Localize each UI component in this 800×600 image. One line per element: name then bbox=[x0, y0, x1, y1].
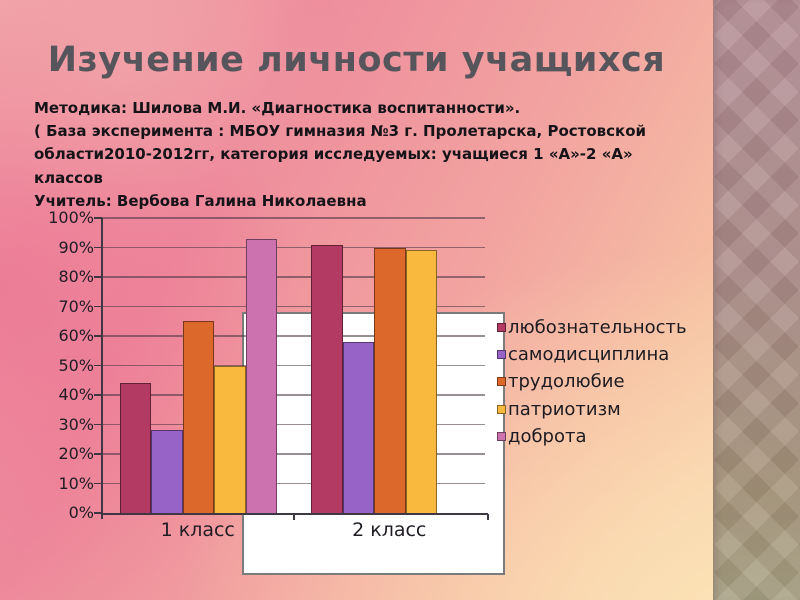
y-axis-label: 10% bbox=[58, 473, 94, 493]
legend-item: самодисциплина bbox=[497, 342, 669, 366]
legend-item: доброта bbox=[497, 425, 587, 449]
x-axis-tick bbox=[487, 514, 489, 520]
legend-label: доброта bbox=[508, 426, 587, 448]
bar-патриотизм-2 класс bbox=[405, 250, 437, 513]
y-axis-label: 80% bbox=[58, 267, 94, 286]
gridline bbox=[102, 423, 485, 426]
gridline bbox=[102, 246, 485, 249]
bar-доброта-1 класс bbox=[245, 238, 277, 513]
description-line: классов bbox=[34, 168, 103, 187]
y-axis-tick bbox=[94, 512, 102, 514]
y-axis-tick bbox=[94, 276, 102, 278]
y-axis-line bbox=[101, 218, 103, 519]
legend-swatch-icon bbox=[497, 404, 506, 414]
bar-любознательность-2 класс bbox=[311, 244, 343, 513]
x-axis-tick bbox=[293, 514, 295, 520]
y-axis-label: 30% bbox=[58, 414, 94, 434]
legend-swatch-icon bbox=[497, 377, 506, 387]
y-axis-label: 100% bbox=[48, 208, 94, 227]
bar-трудолюбие-2 класс bbox=[374, 247, 406, 513]
y-axis-tick bbox=[94, 423, 102, 426]
y-axis-label: 90% bbox=[58, 237, 94, 257]
legend-swatch-icon bbox=[497, 322, 506, 332]
y-axis-label: 0% bbox=[68, 503, 94, 522]
legend-item: любознательность bbox=[497, 315, 687, 339]
description-line: области2010-2012гг, категория исследуемы… bbox=[34, 145, 633, 164]
legend-label: любознательность bbox=[508, 316, 687, 338]
y-axis-label: 50% bbox=[58, 355, 94, 375]
gridline bbox=[102, 453, 485, 455]
x-axis-category-label: 2 класс bbox=[352, 519, 427, 541]
bar-самодисциплина-2 класс bbox=[342, 341, 374, 513]
legend-swatch-icon bbox=[497, 349, 506, 359]
slide-description: Методика: Шилова М.И. «Диагностика воспи… bbox=[34, 97, 684, 213]
y-axis-tick bbox=[94, 335, 102, 337]
legend-item: трудолюбие bbox=[497, 370, 625, 394]
gridline bbox=[102, 335, 485, 337]
description-line: Методика: Шилова М.И. «Диагностика воспи… bbox=[34, 99, 521, 117]
x-axis-category-label: 1 класс bbox=[160, 519, 235, 541]
legend-label: трудолюбие bbox=[508, 371, 625, 393]
bar-трудолюбие-1 класс bbox=[182, 321, 214, 513]
gridline bbox=[102, 394, 485, 396]
right-decor-band bbox=[713, 0, 800, 600]
y-axis-label: 70% bbox=[58, 296, 94, 316]
y-axis-tick bbox=[94, 217, 102, 219]
bar-самодисциплина-1 класс bbox=[151, 430, 183, 513]
description-line: Учитель: Вербова Галина Николаевна bbox=[34, 191, 367, 210]
x-axis-line bbox=[102, 512, 488, 515]
gridline bbox=[102, 276, 485, 278]
y-axis-tick bbox=[94, 246, 102, 249]
gridline bbox=[102, 482, 485, 485]
gridline bbox=[102, 364, 485, 367]
legend-label: патриотизм bbox=[508, 398, 621, 420]
y-axis-tick bbox=[94, 364, 102, 367]
y-axis-tick bbox=[94, 482, 102, 485]
legend-swatch-icon bbox=[497, 432, 506, 442]
y-axis-label: 20% bbox=[58, 444, 94, 463]
bar-любознательность-1 класс bbox=[119, 383, 151, 513]
gridline bbox=[102, 305, 485, 308]
legend-item: патриотизм bbox=[497, 397, 621, 421]
y-axis-label: 60% bbox=[58, 326, 94, 345]
y-axis-tick bbox=[94, 453, 102, 455]
gridline bbox=[102, 217, 485, 219]
y-axis-tick bbox=[94, 305, 102, 308]
description-line: ( База эксперимента : МБОУ гимназия №3 г… bbox=[34, 122, 647, 141]
bar-патриотизм-1 класс bbox=[214, 365, 246, 513]
legend-label: самодисциплина bbox=[508, 343, 670, 365]
y-axis-tick bbox=[94, 394, 102, 396]
y-axis-label: 40% bbox=[58, 385, 94, 404]
slide-title: Изучение личности учащихся bbox=[47, 40, 666, 80]
